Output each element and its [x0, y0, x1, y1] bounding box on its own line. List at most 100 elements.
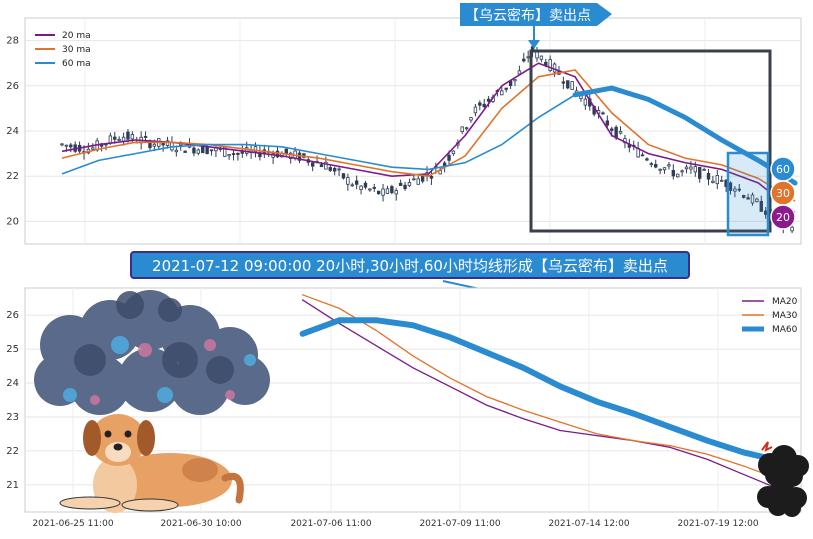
candle-body	[161, 142, 165, 146]
candle-body	[192, 147, 196, 154]
candle-body	[684, 166, 689, 170]
bottom-xtick-label: 2021-07-14 12:00	[548, 519, 629, 529]
top-ytick-label: 20	[6, 216, 19, 227]
candle-body	[324, 161, 328, 170]
candle-body	[649, 163, 654, 166]
callout-pointer-head	[528, 40, 540, 49]
candle-body	[645, 158, 649, 161]
bottom-chart: 21 22 23 24 25 26 2021-06-25 11:00 2021-06-30 …	[6, 287, 809, 529]
candle-body	[464, 127, 469, 130]
candle-body	[486, 98, 491, 102]
dark-cloud-icon	[757, 441, 809, 517]
bottom-xtick-label: 2021-06-25 11:00	[32, 519, 113, 529]
candle-body	[654, 164, 658, 168]
candle-body	[667, 164, 671, 167]
candle-body	[478, 102, 482, 106]
candle-body	[412, 178, 416, 181]
candle-body	[601, 112, 605, 115]
candle-body	[346, 177, 350, 185]
candle-body	[469, 117, 473, 121]
top-y-axis: 20 22 24 26 28	[6, 36, 19, 228]
top-ytick-label: 24	[6, 126, 19, 137]
candle-body	[755, 198, 759, 202]
candle-body	[64, 144, 69, 147]
candle-body	[583, 98, 588, 106]
candle-body	[403, 184, 407, 190]
candle-body	[662, 167, 667, 171]
bottom-x-axis: 2021-06-25 11:00 2021-06-30 10:00 2021-07-…	[32, 519, 758, 529]
candle-body	[407, 182, 412, 187]
legend-label-MA60: MA60	[772, 325, 798, 335]
candle-body	[328, 167, 332, 171]
candle-body	[196, 149, 201, 154]
candle-body	[60, 143, 64, 146]
candle-body	[741, 195, 746, 198]
legend-label-ma20: 20 ma	[62, 31, 91, 41]
banner-text: 2021-07-12 09:00:00 20小时,30小时,60小时均线形成【乌…	[152, 257, 668, 275]
candle-body	[473, 106, 478, 114]
candle-body	[429, 175, 434, 179]
candle-body	[447, 154, 451, 161]
candle-body	[209, 149, 214, 152]
candle-body	[702, 168, 706, 171]
candle-body	[539, 55, 544, 60]
candle-body	[126, 131, 130, 140]
badge-20	[770, 204, 796, 230]
bottom-ma-lines	[299, 294, 784, 491]
legend-label-MA30: MA30	[772, 311, 798, 321]
candle-body	[570, 81, 574, 90]
candle-body	[130, 134, 135, 140]
bottom-xtick-label: 2021-07-09 11:00	[419, 519, 500, 529]
bottom-line-MA30	[301, 294, 782, 481]
top-ma60-emphasis	[572, 85, 798, 186]
candle-body	[750, 194, 755, 204]
candle-body	[676, 173, 680, 178]
candle-body	[390, 186, 394, 194]
candle-body	[231, 153, 236, 156]
badge-20-label: 20	[776, 211, 790, 224]
dog-illustration	[59, 414, 244, 513]
candle-body	[350, 184, 354, 187]
candle-body	[671, 170, 676, 177]
candle-body	[698, 166, 702, 179]
candle-body	[618, 131, 623, 134]
candle-body	[319, 164, 324, 168]
bottom-line-MA60	[299, 317, 784, 465]
storm-cloud-illustration	[34, 290, 270, 415]
candle-body	[108, 135, 113, 144]
candle-body	[253, 146, 258, 153]
candle-body	[438, 170, 442, 175]
candle-body	[416, 178, 420, 185]
signal-banner: 2021-07-12 09:00:00 20小时,30小时,60小时均线形成【乌…	[130, 251, 690, 300]
top-ma-lines	[61, 62, 798, 214]
cloud-cover-box	[529, 49, 772, 233]
candle-body	[183, 150, 187, 153]
candle-body	[69, 144, 73, 148]
candle-body	[113, 136, 117, 140]
candle-body	[341, 173, 346, 179]
top-ytick-label: 26	[6, 81, 19, 92]
candle-body	[733, 188, 737, 192]
top-ytick-label: 22	[6, 171, 19, 182]
candle-body	[746, 197, 750, 200]
candle-body	[372, 187, 376, 189]
candle-body	[174, 149, 179, 153]
candle-body	[385, 188, 390, 194]
candle-body	[513, 79, 517, 82]
bottom-line-MA20	[301, 299, 782, 491]
candle-body	[790, 226, 794, 232]
candle-body	[288, 152, 293, 159]
candle-body	[368, 188, 372, 191]
top-chart: 20 22 24 26 28 20 ma 30 ma 60 ma 【乌云密布】卖出点 6…	[6, 3, 802, 245]
end-badges: 60 30 20	[770, 156, 796, 230]
candle-body	[117, 138, 121, 141]
top-ytick-label: 28	[6, 36, 19, 47]
legend-label-MA20: MA20	[772, 297, 798, 307]
candle-body	[759, 200, 763, 212]
sell-point-callout: 【乌云密布】卖出点	[460, 3, 612, 49]
candle-body	[381, 188, 385, 196]
banner-box	[130, 251, 690, 279]
candle-body	[359, 185, 363, 190]
bottom-ytick-label: 25	[6, 344, 19, 355]
